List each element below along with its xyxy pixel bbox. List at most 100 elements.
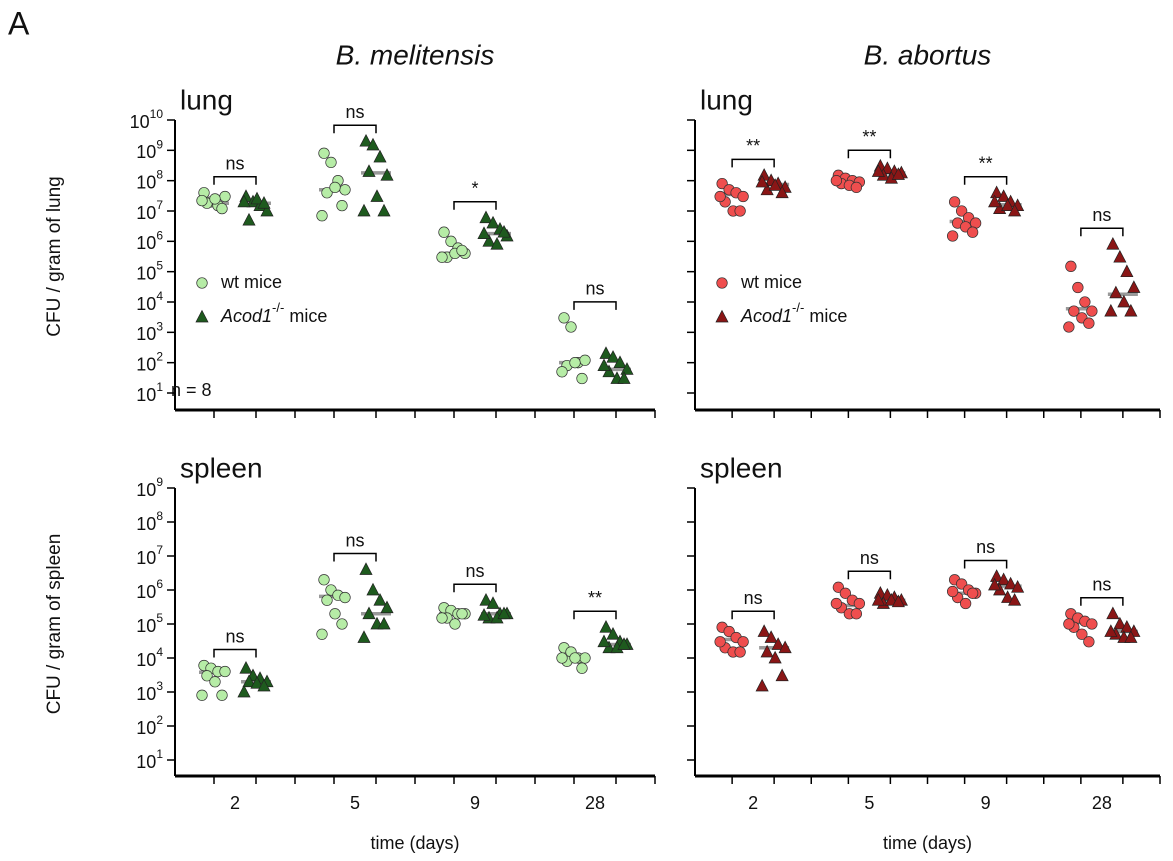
x-axis-label: time (days) [883, 833, 972, 853]
data-point [1127, 280, 1141, 293]
panel: B. abortus lung ** ** ** ns wt mice Acod1-/- mi… [687, 39, 1161, 418]
significance-label: ns [465, 561, 484, 581]
significance-label: ns [225, 626, 244, 646]
data-point [477, 608, 491, 621]
data-point [966, 226, 979, 238]
y-tick-exponent: 2 [156, 713, 163, 727]
panel-subtitle: lung [700, 84, 753, 115]
data-point [445, 235, 457, 247]
significance-bracket [453, 200, 497, 210]
data-point [321, 187, 333, 199]
data-point [757, 624, 771, 637]
legend-sup: -/- [272, 300, 284, 315]
y-tick-exponent: 2 [156, 350, 163, 364]
data-point [436, 251, 448, 263]
data-point [201, 670, 213, 682]
y-tick-label: 105 [136, 611, 163, 636]
data-point [597, 634, 611, 648]
data-point [602, 364, 616, 378]
data-point [377, 203, 391, 217]
data-point [579, 652, 591, 664]
panel-label: A [8, 5, 30, 41]
panel-subtitle: spleen [180, 452, 263, 483]
x-tick-label: 2 [230, 793, 240, 813]
data-point [597, 358, 611, 371]
data-point [830, 597, 843, 610]
y-tick-exponent: 6 [156, 577, 163, 591]
data-point [871, 592, 885, 606]
data-point [336, 200, 348, 212]
data-point [1072, 281, 1084, 294]
significance-bracket [213, 175, 257, 185]
data-point [1106, 606, 1120, 620]
data-point [599, 620, 613, 633]
data-point [1008, 203, 1022, 217]
data-point [579, 354, 591, 366]
data-point [1117, 294, 1131, 308]
data-point [734, 205, 746, 217]
data-point [456, 608, 468, 620]
data-point [1001, 590, 1015, 603]
data-point [357, 203, 371, 217]
data-point [490, 237, 504, 250]
x-tick-label: 5 [350, 793, 360, 813]
data-point [366, 137, 380, 151]
data-point [357, 630, 371, 643]
data-point [318, 574, 330, 586]
data-point [209, 676, 221, 688]
data-point [377, 616, 391, 630]
data-point [599, 346, 613, 359]
data-point [216, 202, 228, 215]
y-tick-exponent: 4 [156, 645, 163, 659]
significance-label: ** [979, 153, 993, 173]
data-point [486, 596, 500, 609]
legend-label: wt mice [740, 272, 802, 292]
y-tick-exponent: 7 [156, 198, 163, 212]
data-point [449, 618, 461, 630]
data-point [715, 309, 729, 323]
data-point [242, 674, 256, 688]
data-point [955, 205, 968, 217]
data-point [1106, 237, 1120, 250]
significance-bracket [731, 610, 775, 620]
data-point [436, 612, 448, 624]
panel: spleen time (days) 2 5 9 28 ns ns ns ns [687, 452, 1161, 853]
significance-label: ** [588, 588, 602, 608]
data-point [997, 572, 1011, 586]
x-tick-label: 5 [864, 793, 874, 813]
data-point [1104, 303, 1118, 317]
data-point [380, 600, 394, 614]
data-point [196, 689, 208, 701]
data-point [1104, 624, 1118, 637]
y-tick-label: 101 [136, 747, 163, 772]
data-point [853, 597, 866, 610]
significance-bracket [573, 301, 617, 310]
legend-label: Acod1-/- mice [740, 300, 847, 325]
y-tick-label: 104 [136, 645, 163, 670]
annotation: n = 8 [171, 380, 212, 400]
y-tick-label: 103 [136, 320, 163, 345]
data-point [370, 189, 384, 202]
data-point [775, 185, 789, 199]
data-point [556, 652, 568, 664]
data-point [250, 191, 264, 205]
data-point [1086, 305, 1098, 317]
data-point [1011, 580, 1025, 593]
data-point [576, 372, 588, 385]
data-point [1124, 303, 1138, 317]
panel: A B. melitensis lung CFU / gram of lung n = … [8, 5, 656, 418]
data-point [380, 168, 394, 181]
data-point [477, 226, 491, 239]
data-point [988, 577, 1002, 591]
legend-gene: Acod1 [220, 306, 272, 326]
panel-title: B. abortus [864, 39, 992, 70]
y-tick-exponent: 4 [156, 289, 163, 303]
data-point [1083, 636, 1095, 648]
panel-subtitle: lung [180, 84, 233, 115]
y-axis-label: CFU / gram of lung [44, 176, 65, 337]
data-point [479, 210, 493, 224]
data-point [239, 660, 253, 674]
legend-label: Acod1-/- mice [220, 300, 327, 325]
y-tick-label: 102 [136, 350, 163, 375]
